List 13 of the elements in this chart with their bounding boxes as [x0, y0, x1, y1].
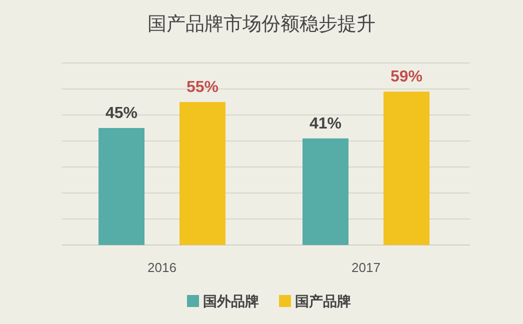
legend-label: 国外品牌 [203, 293, 259, 309]
legend-label: 国产品牌 [295, 293, 351, 309]
x-tick-label: 2017 [352, 260, 380, 275]
bar [98, 128, 144, 245]
data-label: 45% [105, 105, 138, 122]
data-label: 55% [186, 79, 219, 96]
bar [384, 92, 430, 245]
data-label: 41% [309, 115, 342, 132]
bar [302, 138, 348, 245]
x-tick-label: 2016 [148, 260, 176, 275]
bar [180, 102, 226, 245]
chart-title: 国产品牌市场份额稳步提升 [148, 13, 376, 35]
data-label: 59% [390, 68, 423, 86]
